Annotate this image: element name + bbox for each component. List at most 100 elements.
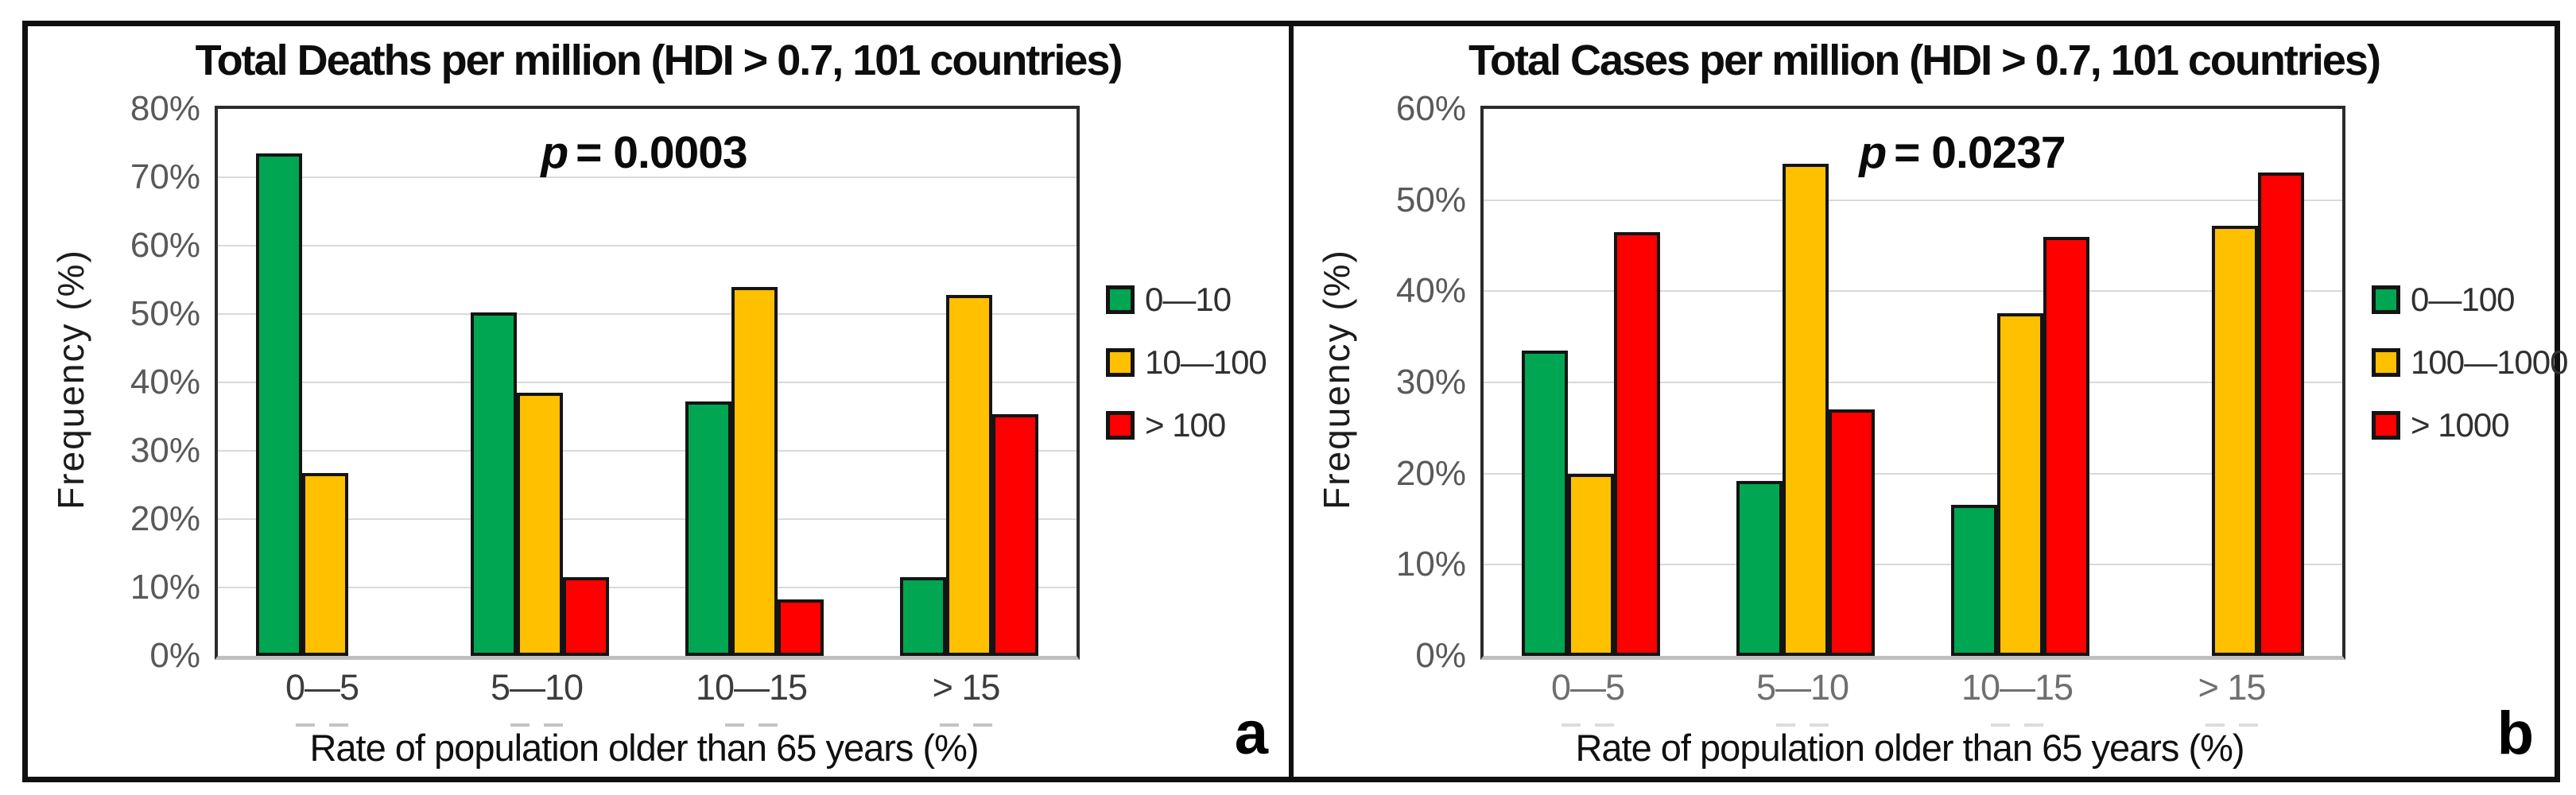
y-axis-tick-label: 80% — [130, 89, 200, 128]
underline-marks — [648, 716, 855, 731]
bar-group — [2128, 109, 2342, 656]
legend-item: > 100 — [1106, 406, 1267, 444]
legend-label: > 100 — [1145, 406, 1226, 444]
x-axis-title: Rate of population older than 65 years (… — [309, 727, 979, 769]
gridline — [1484, 564, 2342, 566]
bar-0—10 — [685, 401, 731, 656]
underline-marks — [1484, 716, 1691, 731]
bar-100—1000 — [2212, 226, 2258, 656]
gridline — [218, 518, 1077, 520]
legend-label: 0—100 — [2411, 281, 2515, 318]
y-axis-tick-label: 0% — [149, 636, 200, 675]
legend: 0—10 10—100 > 100 — [1106, 281, 1267, 444]
y-axis-tick-label: 50% — [130, 294, 200, 333]
x-axis-category-label: 5—10 — [490, 667, 584, 708]
bar-0—100 — [1736, 481, 1783, 656]
bar-0—100 — [1522, 351, 1568, 656]
gridline — [218, 313, 1077, 315]
underline-marks — [219, 716, 425, 731]
legend-item: > 1000 — [2372, 406, 2568, 444]
gridline — [218, 245, 1077, 246]
bar-group — [218, 109, 433, 656]
p-symbol: p — [541, 127, 568, 178]
y-axis-tick-label: 40% — [130, 363, 200, 401]
bar-0—10 — [900, 577, 946, 656]
bar-0—10 — [471, 312, 517, 656]
x-axis-category-label: 10—15 — [1961, 667, 2074, 708]
bar-100—1000 — [1783, 164, 1829, 656]
gridline — [1484, 382, 2342, 383]
legend-label: > 1000 — [2411, 406, 2510, 444]
y-axis-tick-label: 20% — [130, 499, 200, 538]
bar-100—1000 — [1997, 313, 2043, 656]
bar-10—100 — [302, 473, 348, 656]
bar-100—1000 — [1568, 474, 1614, 656]
panel-letter: a — [1234, 700, 1268, 767]
x-axis-category-label: 5—10 — [1755, 667, 1849, 708]
gridline — [1484, 472, 2342, 475]
y-axis-tick-label: 30% — [1395, 363, 1466, 401]
plot-area: 0% 10% 20% 30% 40% 50% 60% 70% 80% — [130, 89, 1080, 675]
gridline — [1484, 199, 2342, 201]
panel-a: Total Deaths per million (HDI > 0.7, 101… — [28, 26, 1289, 777]
bar-0—10 — [256, 153, 302, 656]
bar-10—100 — [731, 287, 778, 656]
bar-10—100 — [517, 393, 563, 656]
bar-> 1000 — [2258, 173, 2304, 656]
underline-marks — [1699, 716, 1906, 731]
bar-group — [1698, 109, 1913, 656]
p-symbol: p — [1859, 127, 1887, 178]
chart-title: Total Deaths per million (HDI > 0.7, 101… — [195, 37, 1123, 84]
x-axis-category-label: 10—15 — [695, 667, 808, 708]
p-value-annotation: p = 0.0237 — [1533, 126, 2392, 179]
bar-> 100 — [563, 577, 609, 656]
gridline — [218, 587, 1077, 588]
legend-item: 10—100 — [1106, 343, 1267, 382]
x-axis-category-label: 0—5 — [285, 667, 359, 708]
panel-b: Total Cases per million (HDI > 0.7, 101 … — [1289, 26, 2569, 777]
x-axis-category-label: > 15 — [932, 667, 1001, 708]
legend: 0—100 100—1000 > 1000 — [2372, 281, 2569, 444]
p-value-annotation: p = 0.0003 — [215, 126, 1073, 179]
underline-marks — [863, 716, 1069, 731]
y-axis-tick-label: 10% — [130, 568, 200, 607]
bar-> 1000 — [1614, 232, 1660, 656]
gridline — [1484, 290, 2342, 293]
y-axis-tick-label: 10% — [1395, 545, 1466, 584]
legend-swatch — [1106, 411, 1135, 440]
bar-group — [433, 109, 647, 656]
bar-> 100 — [778, 599, 824, 656]
legend-swatch — [2372, 285, 2400, 314]
legend-item: 0—100 — [2372, 281, 2568, 319]
x-axis-category-label: 0—5 — [1550, 667, 1625, 708]
bar-> 100 — [992, 414, 1038, 656]
legend-swatch — [1106, 348, 1135, 377]
y-axis-tick-label: 60% — [130, 226, 200, 265]
underline-marks — [1914, 716, 2120, 731]
legend-label: 10—100 — [1145, 343, 1267, 381]
two-panel-bar-figure: Total Deaths per million (HDI > 0.7, 101… — [22, 21, 2569, 782]
plot-area: 0% 10% 20% 30% 40% 50% 60% — [1396, 89, 2345, 675]
y-axis-tick-label: 70% — [130, 157, 200, 196]
bar-10—100 — [946, 295, 992, 656]
gridline — [218, 382, 1077, 383]
panel-letter: b — [2496, 700, 2534, 767]
bar-group — [1484, 109, 1698, 656]
y-axis-tick-label: 40% — [1395, 271, 1466, 311]
gridline — [218, 176, 1077, 178]
x-axis-title: Rate of population older than 65 years (… — [1575, 727, 2244, 769]
y-axis-tick-label: 60% — [1395, 89, 1466, 128]
bar-group — [1913, 109, 2128, 656]
bar-group — [647, 109, 862, 656]
legend-item: 0—10 — [1106, 281, 1267, 319]
gridline — [218, 450, 1077, 452]
legend-label: 0—10 — [1145, 281, 1232, 318]
underline-marks — [433, 716, 640, 731]
legend-swatch — [1106, 285, 1135, 314]
bar-> 1000 — [1829, 409, 1875, 656]
legend-swatch — [2372, 348, 2400, 377]
y-axis-tick-label: 0% — [1415, 636, 1466, 675]
y-axis-tick-label: 20% — [1395, 453, 1466, 493]
underline-marks — [2128, 716, 2335, 731]
y-axis-tick-label: 30% — [130, 431, 200, 470]
